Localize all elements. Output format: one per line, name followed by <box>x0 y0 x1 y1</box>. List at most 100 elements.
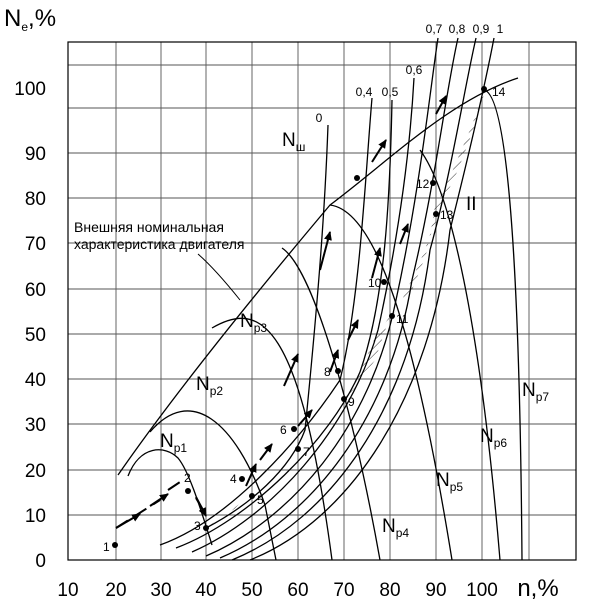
np6-curve <box>419 149 501 561</box>
x-tick-label: 80 <box>379 580 400 601</box>
prop-label-07: 0,7 <box>426 22 443 36</box>
region-label: II <box>466 194 477 215</box>
operating-points <box>112 86 487 548</box>
np7-curve <box>483 89 523 561</box>
label-nsh: Nш <box>282 130 305 154</box>
point-label-2: 2 <box>184 471 191 485</box>
prop-label-06: 0,6 <box>406 63 423 77</box>
y-tick-label: 0 <box>35 551 46 572</box>
point-label-12: 12 <box>416 177 430 191</box>
arrow-6 <box>283 353 299 387</box>
point-label-8: 8 <box>324 365 331 379</box>
arrow-10 <box>347 319 359 341</box>
y-tick-label: 90 <box>25 144 46 165</box>
point-4 <box>239 476 245 482</box>
y-axis-title-sub: e <box>21 20 28 34</box>
x-axis-title: n,% <box>517 575 558 602</box>
label-np4: Np4 <box>382 516 409 540</box>
x-tick-label: 50 <box>241 580 262 601</box>
point-label-9: 9 <box>348 395 355 409</box>
point-6 <box>291 426 297 432</box>
arrow-1 <box>115 513 141 529</box>
label-np3: Np3 <box>240 311 267 335</box>
x-tick-label: 70 <box>333 580 354 601</box>
y-axis-title: Ne,% <box>4 5 56 34</box>
x-tick-label: 30 <box>150 580 171 601</box>
point-10 <box>381 279 387 285</box>
x-tick-label: 100 <box>466 580 498 601</box>
y-tick-label: 50 <box>25 325 46 346</box>
point-label-3: 3 <box>194 519 201 533</box>
annotation-line-2: характеристика двигателя <box>74 236 245 252</box>
y-tick-label: 10 <box>25 506 46 527</box>
prop-curve-1 <box>249 37 495 561</box>
prop-label-09: 0,9 <box>473 22 490 36</box>
np5-curve <box>329 204 453 561</box>
np2-curve <box>149 410 277 561</box>
y-tick-label: 60 <box>25 280 46 301</box>
x-tick-label: 90 <box>425 580 446 601</box>
point-11 <box>389 313 395 319</box>
arrow-14 <box>435 95 447 115</box>
np4-curve <box>281 247 381 561</box>
arrow-9 <box>329 349 340 373</box>
annotation-leader <box>197 253 241 301</box>
point-label-13: 13 <box>440 208 454 222</box>
y-axis-ticks: 0 10 20 30 40 50 60 70 80 90 100 <box>14 79 46 572</box>
y-tick-label: 30 <box>25 415 46 436</box>
prop-curve-09 <box>231 37 477 561</box>
y-tick-label: 80 <box>25 189 46 210</box>
prop-curve-06 <box>191 77 415 553</box>
point-12 <box>430 180 436 186</box>
point-label-1: 1 <box>103 540 110 554</box>
point-8 <box>335 368 341 374</box>
point-3 <box>203 525 209 531</box>
prop-label-1: 1 <box>497 22 504 36</box>
prop-label-08: 0,8 <box>449 22 466 36</box>
x-tick-label: 60 <box>287 580 308 601</box>
point-label-4: 4 <box>230 472 237 486</box>
arrow-5 <box>259 443 273 461</box>
prop-curve-08 <box>219 37 459 559</box>
y-tick-label: 70 <box>25 234 46 255</box>
x-tick-label: 40 <box>195 580 216 601</box>
arrow-3 <box>195 496 207 517</box>
plot-frame <box>67 41 577 561</box>
point-9 <box>341 396 347 402</box>
point-5 <box>249 493 255 499</box>
label-np7: Np7 <box>522 380 549 404</box>
point-1 <box>112 542 118 548</box>
prop-label-0: 0 <box>316 111 323 125</box>
arrow-4 <box>245 463 257 487</box>
label-np2: Np2 <box>196 374 223 398</box>
prop-curve-07 <box>205 37 439 557</box>
arrow-7 <box>297 409 313 427</box>
point-13 <box>433 211 439 217</box>
point-7 <box>295 446 301 452</box>
label-np6: Np6 <box>480 426 507 450</box>
external-characteristic-curve <box>117 77 519 476</box>
y-tick-label: 100 <box>14 79 46 100</box>
arrow-8 <box>319 231 332 271</box>
arrow-12 <box>399 223 409 245</box>
hatched-regions <box>206 88 486 528</box>
annotation-line-1: Внешняя номинальная <box>74 219 224 235</box>
np3-curve <box>211 317 333 561</box>
point-2 <box>185 488 191 494</box>
point-ext-a <box>354 175 360 181</box>
arrow-11 <box>371 247 382 279</box>
y-tick-label: 20 <box>25 461 46 482</box>
prop-label-05: 0,5 <box>382 85 399 99</box>
label-np5: Np5 <box>436 470 463 494</box>
prop-curve-05 <box>175 99 393 549</box>
y-tick-label: 40 <box>25 370 46 391</box>
point-14 <box>481 86 487 92</box>
working-path <box>115 95 447 529</box>
point-label-7: 7 <box>303 445 310 459</box>
point-label-6: 6 <box>280 423 287 437</box>
point-label-10: 10 <box>368 276 382 290</box>
point-label-11: 11 <box>396 312 409 326</box>
hatched-region-b <box>344 316 390 400</box>
point-label-14: 14 <box>492 85 506 99</box>
